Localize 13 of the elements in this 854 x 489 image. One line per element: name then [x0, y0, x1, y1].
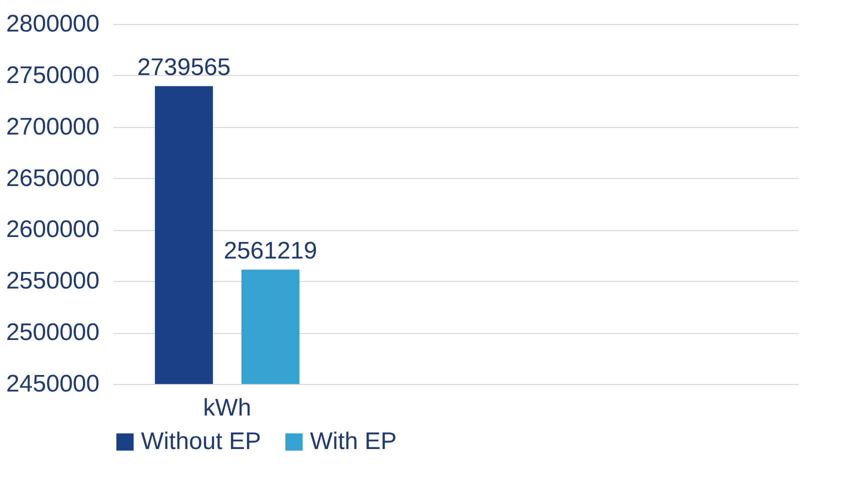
- legend-label: With EP: [310, 428, 397, 455]
- y-tick-label: 2650000: [6, 164, 100, 192]
- data-label: 2561219: [224, 238, 318, 265]
- y-tick-label: 2750000: [6, 62, 100, 89]
- x-tick-label: kWh: [203, 394, 252, 422]
- y-tick-label: 2500000: [6, 319, 100, 346]
- y-tick-label: 2800000: [6, 10, 100, 38]
- legend-label: Without EP: [141, 428, 262, 455]
- y-tick-label: 2600000: [6, 216, 100, 244]
- y-tick-label: 2450000: [6, 370, 100, 398]
- y-tick-label: 2550000: [6, 268, 100, 295]
- data-label: 2739565: [137, 54, 231, 82]
- y-tick-label: 2700000: [6, 113, 100, 140]
